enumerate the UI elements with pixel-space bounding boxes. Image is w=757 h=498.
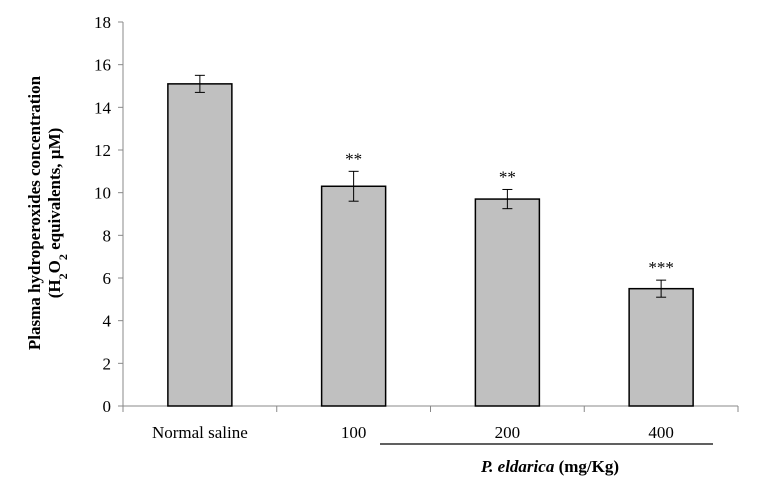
y-axis-title-line2: (H2O2 equivalents, µM) [45,128,70,299]
y-tick-label: 0 [103,397,112,416]
y-tick-label: 16 [94,56,111,75]
x-tick-label-1: Normal saline [152,423,248,442]
bar-2 [320,185,387,407]
significance-label-4: *** [648,258,674,277]
labels: 0 2 4 6 8 10 12 14 16 18 Normal saline ** 100 ** 200 **… [94,13,674,442]
y-axis-title-line1: Plasma hydroperoxides concentration [25,75,44,350]
x-tick-label-4: 400 [648,423,674,442]
y-tick-label: 14 [94,98,112,117]
bar-4 [628,287,694,407]
y-tick-label: 4 [103,312,112,331]
y-tick-label: 6 [103,269,112,288]
x-axis-title: P. eldarica (mg/Kg) [480,457,619,476]
y-tick-label: 12 [94,141,111,160]
significance-label-2: ** [345,149,362,168]
y-tick-label: 8 [103,226,112,245]
bar-3 [474,198,541,407]
y-tick-label: 2 [103,354,112,373]
bars [167,74,694,407]
significance-label-3: ** [499,167,516,186]
x-tick-label-2: 100 [341,423,367,442]
y-tick-label: 18 [94,13,111,32]
y-tick-label: 10 [94,184,111,203]
x-tick-label-3: 200 [495,423,521,442]
bar-1 [167,83,233,407]
